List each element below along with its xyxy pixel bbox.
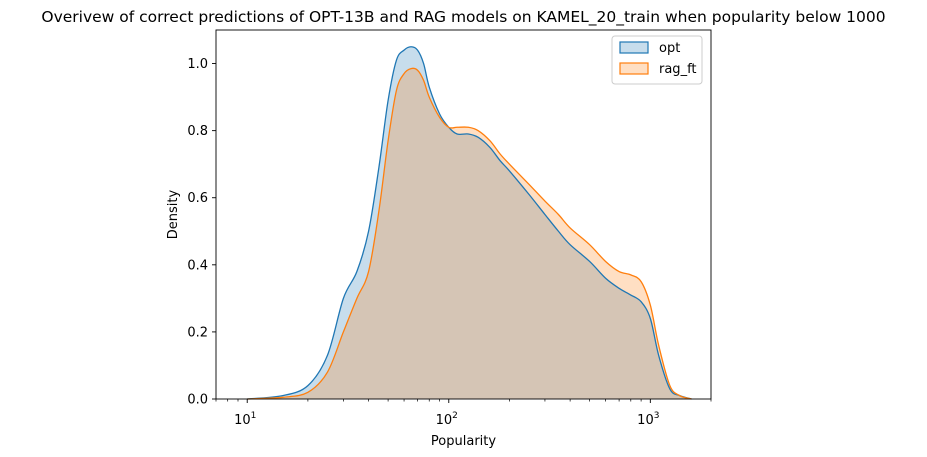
x-axis-label: Popularity xyxy=(431,434,496,449)
legend: opt rag_ft xyxy=(611,35,703,85)
plot-frame xyxy=(215,29,712,400)
y-tick-label: 0.2 xyxy=(187,325,208,340)
y-tick-label: 0.8 xyxy=(187,124,208,139)
x-axis-ticks: 101 102 103 xyxy=(215,399,712,428)
area-rag-ft xyxy=(247,68,692,400)
legend-box xyxy=(611,35,703,85)
legend-label-rag-ft: rag_ft xyxy=(659,62,697,77)
x-tick-label: 102 xyxy=(436,411,458,428)
line-rag-ft xyxy=(247,67,692,400)
chart-title: Overivew of correct predictions of OPT-1… xyxy=(41,8,885,27)
density-areas xyxy=(247,46,692,400)
line-opt xyxy=(247,46,692,400)
x-tick-label: 103 xyxy=(637,411,659,428)
y-tick-label: 0.6 xyxy=(187,191,208,206)
density-lines xyxy=(247,46,692,400)
x-tick-label: 101 xyxy=(234,411,256,428)
y-tick-label: 0.0 xyxy=(187,393,208,408)
legend-swatch-opt xyxy=(619,41,649,54)
legend-swatch-rag-ft xyxy=(619,62,649,75)
y-axis-ticks: 0.0 0.2 0.4 0.6 0.8 1.0 xyxy=(187,57,216,408)
y-tick-label: 1.0 xyxy=(187,57,208,72)
legend-label-opt: opt xyxy=(659,41,680,56)
plot-area xyxy=(247,46,692,400)
y-tick-label: 0.4 xyxy=(187,258,208,273)
y-axis-label: Density xyxy=(166,189,181,239)
area-opt xyxy=(247,46,692,400)
